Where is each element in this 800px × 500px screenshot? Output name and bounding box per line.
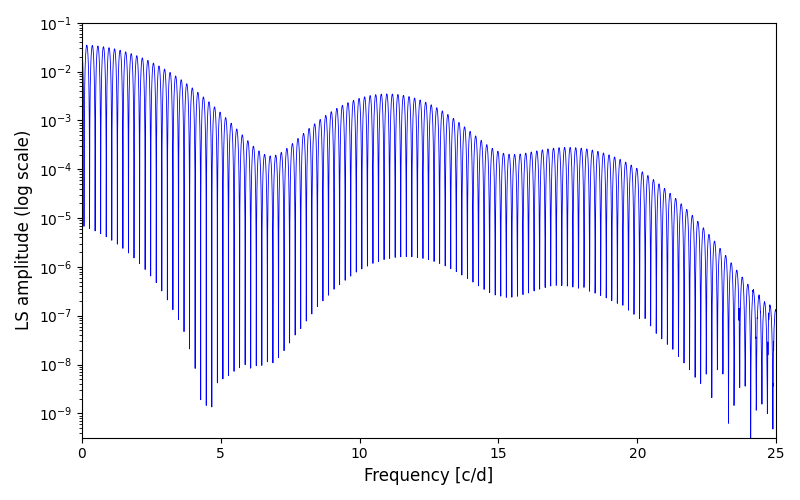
X-axis label: Frequency [c/d]: Frequency [c/d]	[364, 467, 494, 485]
Y-axis label: LS amplitude (log scale): LS amplitude (log scale)	[15, 130, 33, 330]
